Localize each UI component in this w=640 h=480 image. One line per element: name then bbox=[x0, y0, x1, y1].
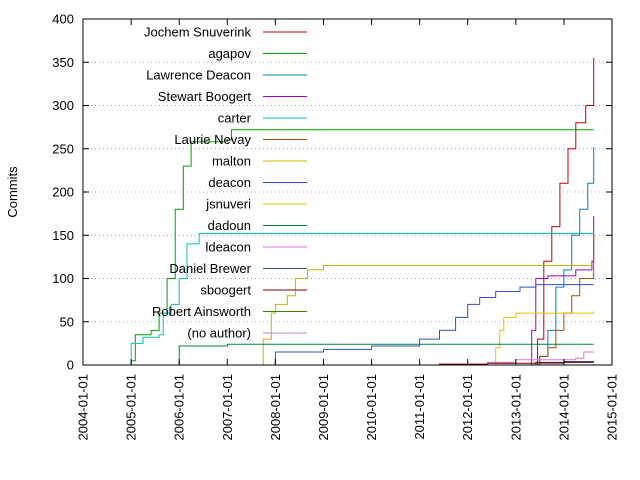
y-tick-label: 400 bbox=[52, 12, 74, 27]
legend-label: Stewart Boogert bbox=[158, 89, 252, 104]
x-tick-label: 2007-01-01 bbox=[220, 374, 235, 441]
y-tick-label: 50 bbox=[60, 314, 74, 329]
y-axis-label: Commits bbox=[5, 166, 20, 218]
y-tick-label: 250 bbox=[52, 141, 74, 156]
legend-label: dadoun bbox=[208, 218, 251, 233]
y-tick-label: 350 bbox=[52, 55, 74, 70]
x-tick-label: 2015-01-01 bbox=[605, 374, 620, 441]
series-line-6 bbox=[259, 265, 594, 366]
y-tick-label: 0 bbox=[67, 358, 74, 373]
x-axis-ticks: 2004-01-01 2005-01-01 2006-01-01 2007-01-01… bbox=[76, 19, 620, 441]
legend-label: Daniel Brewer bbox=[169, 261, 251, 276]
x-tick-label: 2014-01-01 bbox=[556, 374, 571, 441]
series-line-5 bbox=[531, 235, 595, 366]
y-axis-ticks: 0 50 100 150 200 250 300 350 400 bbox=[52, 12, 612, 373]
x-tick-label: 2013-01-01 bbox=[508, 374, 523, 441]
x-tick-label: 2012-01-01 bbox=[460, 374, 475, 441]
legend-label: (no author) bbox=[187, 326, 251, 341]
series-line-4 bbox=[128, 233, 594, 366]
x-tick-label: 2006-01-01 bbox=[172, 374, 187, 441]
x-tick-label: 2008-01-01 bbox=[268, 374, 283, 441]
legend-label: deacon bbox=[208, 175, 251, 190]
y-tick-label: 200 bbox=[52, 185, 74, 200]
y-tick-label: 150 bbox=[52, 228, 74, 243]
legend-label: agapov bbox=[208, 46, 251, 61]
legend-label: ldeacon bbox=[205, 240, 251, 255]
legend-label: Lawrence Deacon bbox=[146, 68, 251, 83]
series-line-7 bbox=[271, 284, 594, 366]
series-line-0 bbox=[531, 57, 595, 366]
legend-label: carter bbox=[218, 111, 252, 126]
x-tick-label: 2010-01-01 bbox=[364, 374, 379, 441]
legend-label: sboogert bbox=[200, 283, 251, 298]
legend-label: malton bbox=[212, 154, 251, 169]
x-tick-label: 2004-01-01 bbox=[76, 374, 91, 441]
y-tick-label: 300 bbox=[52, 98, 74, 113]
x-tick-label: 2011-01-01 bbox=[412, 374, 427, 440]
series-line-2 bbox=[535, 147, 595, 366]
legend-label: Robert Ainsworth bbox=[152, 304, 251, 319]
x-tick-label: 2009-01-01 bbox=[316, 374, 331, 441]
y-tick-label: 100 bbox=[52, 271, 74, 286]
series-line-8 bbox=[487, 311, 595, 366]
series-line-3 bbox=[527, 216, 595, 366]
legend-label: jsnuveri bbox=[205, 197, 251, 212]
legend-label: Jochem Snuverink bbox=[144, 25, 251, 40]
x-tick-label: 2005-01-01 bbox=[124, 374, 139, 441]
legend-label: Laurie Nevay bbox=[174, 132, 251, 147]
series-line-9 bbox=[171, 343, 594, 366]
series-line-1 bbox=[128, 129, 594, 366]
legend: Jochem Snuverink agapov Lawrence Deacon Ste… bbox=[144, 25, 307, 341]
